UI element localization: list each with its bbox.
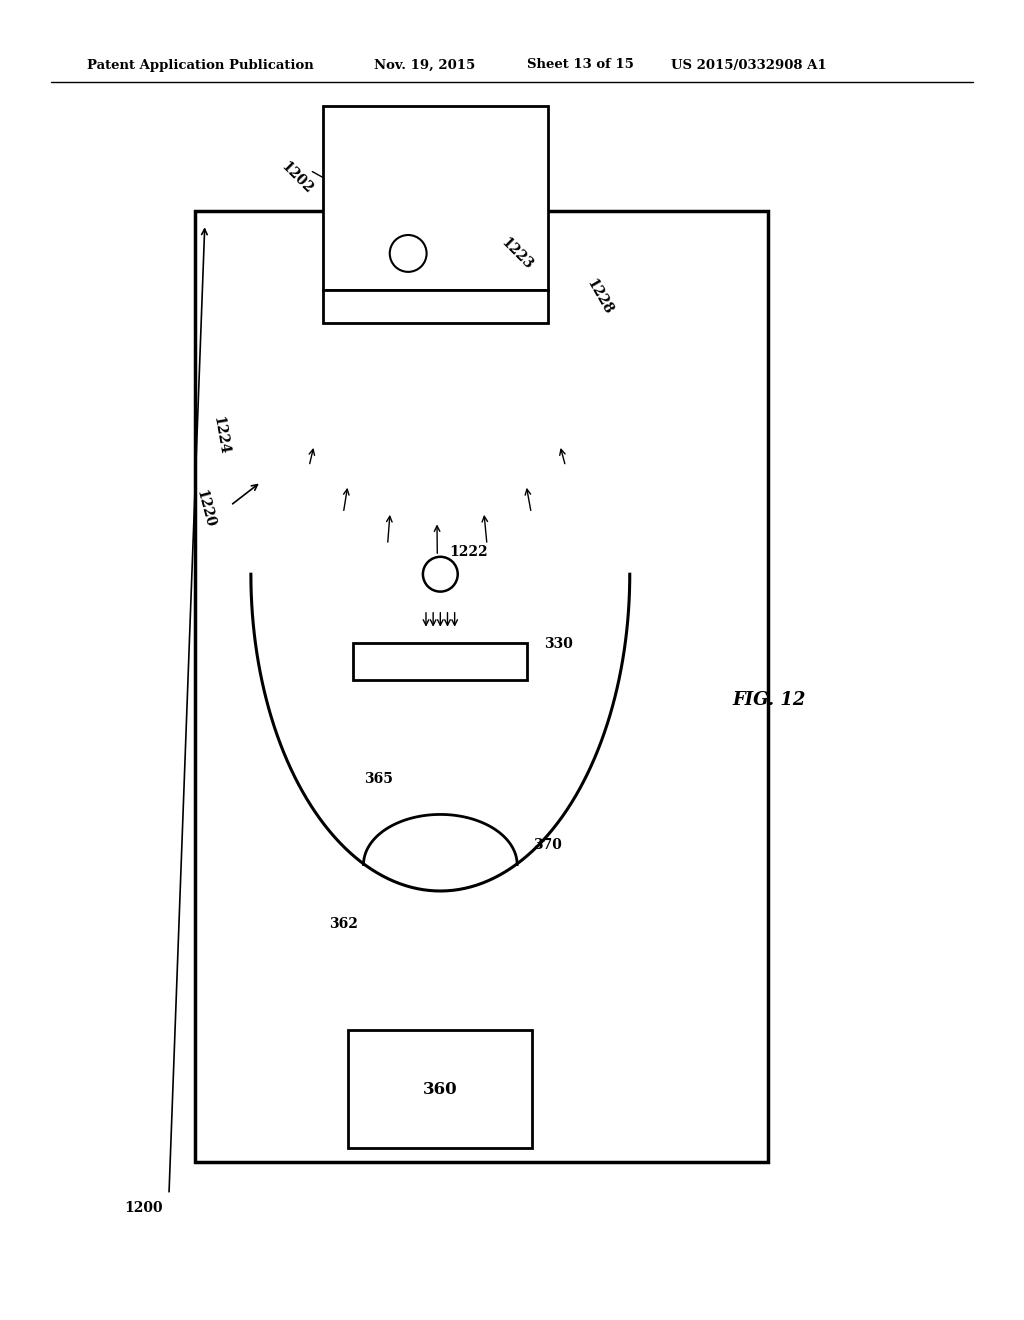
Bar [323, 290, 548, 323]
Text: 1222: 1222 [450, 545, 488, 558]
Text: Sheet 13 of 15: Sheet 13 of 15 [527, 58, 634, 71]
Text: 330: 330 [544, 638, 572, 651]
Bar [353, 643, 527, 680]
Text: 1200: 1200 [124, 1201, 163, 1214]
Bar [323, 106, 548, 290]
Text: Patent Application Publication: Patent Application Publication [87, 58, 313, 71]
Text: 1202: 1202 [279, 160, 315, 197]
Text: 1220: 1220 [194, 487, 216, 529]
Text: US 2015/0332908 A1: US 2015/0332908 A1 [671, 58, 826, 71]
Text: 362: 362 [329, 917, 357, 931]
Bar [195, 211, 768, 1162]
Text: 1228: 1228 [584, 277, 614, 317]
Text: 360: 360 [423, 1081, 458, 1097]
Text: 365: 365 [365, 772, 393, 785]
Bar [348, 1030, 532, 1148]
Text: 1224: 1224 [210, 416, 230, 455]
Text: Nov. 19, 2015: Nov. 19, 2015 [374, 58, 475, 71]
Text: 370: 370 [534, 838, 562, 851]
Text: 1223: 1223 [499, 235, 536, 272]
Text: FIG. 12: FIG. 12 [732, 690, 806, 709]
